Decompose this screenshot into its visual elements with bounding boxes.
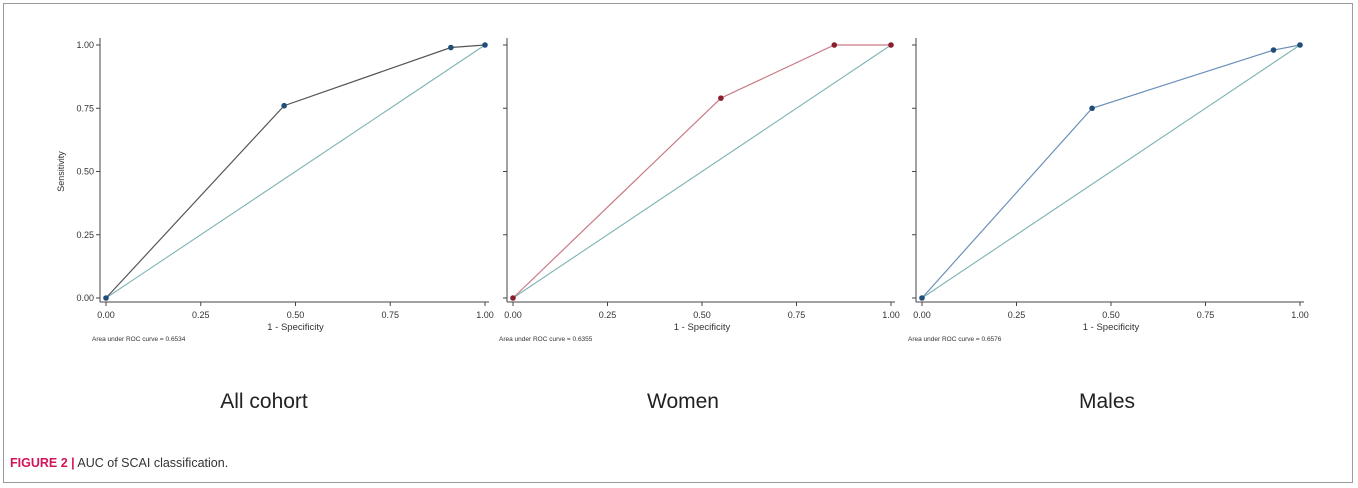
x-axis-label: 1 - Specificity	[267, 322, 324, 333]
roc-point	[919, 295, 925, 301]
reference-line	[921, 44, 1301, 299]
x-tick-label: 0.50	[693, 310, 711, 320]
roc-point	[1089, 105, 1095, 112]
y-tick-label: 0.00	[76, 293, 94, 303]
roc-point	[281, 102, 287, 109]
figure-caption: FIGURE 2 | AUC of SCAI classification.	[10, 456, 228, 470]
y-tick-label: 1.00	[76, 40, 94, 50]
x-tick-label: 0.00	[504, 310, 522, 320]
x-tick-label: 0.50	[1102, 310, 1120, 320]
roc-point	[103, 295, 109, 301]
roc-curve-line	[921, 44, 1301, 299]
roc-curve-line	[105, 44, 486, 299]
x-axis-label: 1 - Specificity	[674, 322, 731, 333]
auc-annotation: Area under ROC curve = 0.6355	[499, 336, 593, 343]
roc-panel-2: 0.00 0.25 0.50 0.75 1.00 1 - Specificity Area …	[908, 38, 1309, 343]
roc-point	[718, 95, 724, 101]
x-tick-label: 0.75	[788, 310, 806, 320]
roc-panel-0: 0.00 0.25 0.50 0.75 1.00 0.00 0.25 0.50 0.75 1.00…	[56, 38, 494, 343]
y-tick-label: 0.75	[76, 103, 94, 113]
figure-number: FIGURE 2 |	[10, 456, 75, 470]
roc-point	[831, 42, 838, 48]
x-tick-label: 0.25	[192, 310, 210, 320]
x-tick-label: 0.75	[381, 310, 399, 320]
y-tick-label: 0.25	[76, 230, 94, 240]
x-tick-label: 0.00	[97, 310, 115, 320]
auc-annotation: Area under ROC curve = 0.6576	[908, 336, 1002, 343]
panel-title-males: Males	[1078, 390, 1136, 413]
figure-caption-text: AUC of SCAI classification.	[77, 456, 229, 470]
x-tick-label: 0.75	[1197, 310, 1215, 320]
reference-line	[105, 44, 486, 299]
x-tick-label: 0.50	[287, 310, 305, 320]
x-tick-label: 1.00	[476, 310, 494, 320]
roc-point	[510, 295, 516, 301]
figure-frame	[3, 3, 1353, 483]
x-tick-label: 0.25	[599, 310, 617, 320]
roc-curve-line	[512, 44, 891, 299]
roc-point	[1297, 42, 1303, 48]
roc-point	[448, 44, 454, 51]
roc-point	[482, 42, 488, 48]
roc-point	[888, 42, 894, 48]
roc-panel-1: 0.00 0.25 0.50 0.75 1.00 1 - Specificity Area …	[499, 38, 900, 343]
x-axis-label: 1 - Specificity	[1083, 322, 1140, 333]
auc-annotation: Area under ROC curve = 0.6534	[92, 336, 186, 343]
reference-line	[512, 44, 892, 299]
panel-title-women: Women	[647, 390, 719, 413]
x-tick-label: 0.00	[913, 310, 931, 320]
x-tick-label: 1.00	[1291, 310, 1309, 320]
y-tick-label: 0.50	[76, 167, 94, 177]
roc-point	[1270, 47, 1277, 53]
x-tick-label: 0.25	[1008, 310, 1026, 320]
y-axis-label: Sensitivity	[56, 151, 66, 192]
x-tick-label: 1.00	[882, 310, 900, 320]
panel-title-all-cohort: All cohort	[220, 390, 308, 413]
